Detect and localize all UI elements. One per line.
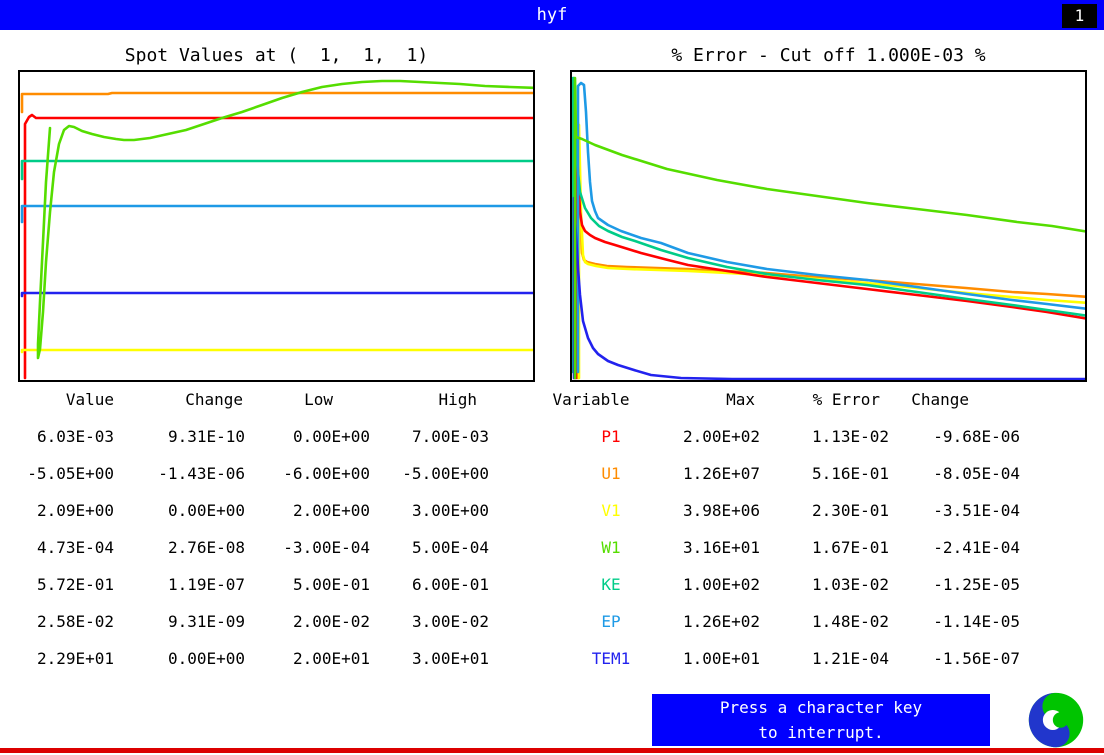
col-header-high: High bbox=[438, 390, 477, 409]
table-cell: -8.05E-04 bbox=[933, 464, 1020, 483]
spot-values-chart bbox=[20, 79, 533, 380]
curve-KE bbox=[572, 76, 1085, 374]
col-header-error: % Error bbox=[812, 390, 880, 409]
table-cell: -5.05E+00 bbox=[27, 464, 114, 483]
curve-TEM1 bbox=[20, 291, 533, 298]
table-cell: 2.00E+01 bbox=[292, 649, 370, 668]
table-cell: 3.98E+06 bbox=[682, 501, 760, 520]
spot-values-plot bbox=[18, 70, 535, 382]
table-cell: 0.00E+00 bbox=[167, 649, 245, 668]
table-cell: -6.00E+00 bbox=[283, 464, 370, 483]
curve-P1 bbox=[23, 113, 533, 380]
curve-V1 bbox=[20, 348, 533, 354]
table-cell: 3.00E+00 bbox=[411, 501, 489, 520]
curve-U1 bbox=[20, 91, 533, 114]
table-cell: 6.03E-03 bbox=[36, 427, 114, 446]
table-cell: 2.30E-01 bbox=[811, 501, 889, 520]
bottom-red-divider bbox=[0, 748, 1104, 753]
curve-P1 bbox=[574, 126, 1085, 380]
curve-EP bbox=[576, 81, 1085, 374]
table-cell: -2.41E-04 bbox=[933, 538, 1020, 557]
table-cell: 0.00E+00 bbox=[167, 501, 245, 520]
table-cell: 4.73E-04 bbox=[36, 538, 114, 557]
spot-values-table: Value Change Low High 6.03E-03 9.31E-10 … bbox=[0, 381, 489, 677]
table-cell: 1.03E-02 bbox=[811, 575, 889, 594]
error-summary-table: Variable Max % Error Change P1 2.00E+02 … bbox=[552, 381, 1020, 677]
col-header-value: Value bbox=[65, 390, 114, 409]
table-cell: -5.00E+00 bbox=[402, 464, 489, 483]
solver-status-readout: NX NY NZ ISWEEP 1500 Time now 5:16 100 1… bbox=[66, 697, 596, 755]
interrupt-prompt-box[interactable]: Press a character key to interrupt. bbox=[652, 694, 990, 746]
status-line-grid-sweep-time: NX NY NZ ISWEEP 1500 Time now 5:16 bbox=[66, 749, 596, 755]
table-cell: 2.29E+01 bbox=[36, 649, 114, 668]
variable-label: TEM1 bbox=[591, 649, 631, 668]
curve-KE bbox=[20, 159, 533, 181]
table-cell: 3.00E-02 bbox=[411, 612, 489, 631]
table-cell: -1.56E-07 bbox=[933, 649, 1020, 668]
error-plot-title: % Error - Cut off 1.000E-03 % bbox=[671, 45, 986, 66]
col-header-low: Low bbox=[304, 390, 333, 409]
error-plot bbox=[570, 70, 1087, 382]
curve-W1 bbox=[573, 76, 1085, 380]
variable-label: KE bbox=[601, 575, 621, 594]
spot-values-plot-title: Spot Values at ( 1, 1, 1) bbox=[124, 45, 429, 66]
table-cell: 2.00E-02 bbox=[292, 612, 370, 631]
table-cell: 1.26E+07 bbox=[682, 464, 760, 483]
variable-label: P1 bbox=[601, 427, 621, 446]
table-cell: 1.26E+02 bbox=[682, 612, 760, 631]
table-cell: 5.72E-01 bbox=[36, 575, 114, 594]
table-cell: 6.00E-01 bbox=[411, 575, 489, 594]
table-cell: 2.58E-02 bbox=[36, 612, 114, 631]
table-cell: 3.16E+01 bbox=[682, 538, 760, 557]
table-cell: 1.13E-02 bbox=[811, 427, 889, 446]
table-cell: 0.00E+00 bbox=[292, 427, 370, 446]
col-header-change: Change bbox=[911, 390, 969, 409]
title-bar: hyf 1 bbox=[0, 0, 1104, 30]
table-cell: 5.16E-01 bbox=[811, 464, 889, 483]
table-cell: 2.00E+00 bbox=[292, 501, 370, 520]
variable-label: W1 bbox=[601, 538, 621, 557]
variable-label: V1 bbox=[601, 501, 621, 520]
curve-TEM1 bbox=[572, 196, 1085, 380]
curve-W1 bbox=[36, 79, 533, 360]
variable-label: U1 bbox=[601, 464, 621, 483]
page-number-badge[interactable]: 1 bbox=[1062, 4, 1097, 28]
curve-V1 bbox=[577, 123, 1085, 380]
error-chart bbox=[572, 76, 1085, 380]
table-cell: 2.09E+00 bbox=[36, 501, 114, 520]
interrupt-prompt-line2: to interrupt. bbox=[758, 723, 884, 742]
table-cell: 1.19E-07 bbox=[167, 575, 245, 594]
col-header-change: Change bbox=[185, 390, 243, 409]
table-cell: 1.00E+01 bbox=[682, 649, 760, 668]
table-cell: 5.00E-04 bbox=[411, 538, 489, 557]
table-cell: 9.31E-09 bbox=[167, 612, 245, 631]
variable-label: EP bbox=[601, 612, 621, 631]
table-cell: 1.67E-01 bbox=[811, 538, 889, 557]
table-cell: 2.00E+02 bbox=[682, 427, 760, 446]
table-cell: 9.31E-10 bbox=[167, 427, 245, 446]
col-header-variable: Variable bbox=[552, 390, 630, 409]
col-header-max: Max bbox=[726, 390, 755, 409]
curve-U1 bbox=[576, 121, 1085, 380]
table-cell: 3.00E+01 bbox=[411, 649, 489, 668]
table-cell: -3.00E-04 bbox=[283, 538, 370, 557]
table-cell: -9.68E-06 bbox=[933, 427, 1020, 446]
curve-EP bbox=[20, 204, 533, 224]
table-cell: -1.14E-05 bbox=[933, 612, 1020, 631]
table-cell: -1.43E-06 bbox=[158, 464, 245, 483]
table-cell: 2.76E-08 bbox=[167, 538, 245, 557]
interrupt-prompt-line1: Press a character key bbox=[719, 698, 923, 717]
table-cell: -3.51E-04 bbox=[933, 501, 1020, 520]
window-title: hyf bbox=[536, 5, 568, 25]
table-cell: 5.00E-01 bbox=[292, 575, 370, 594]
cham-logo-icon bbox=[1028, 692, 1084, 748]
table-cell: 1.00E+02 bbox=[682, 575, 760, 594]
table-cell: -1.25E-05 bbox=[933, 575, 1020, 594]
table-cell: 7.00E-03 bbox=[411, 427, 489, 446]
table-cell: 1.48E-02 bbox=[811, 612, 889, 631]
table-cell: 1.21E-04 bbox=[811, 649, 889, 668]
